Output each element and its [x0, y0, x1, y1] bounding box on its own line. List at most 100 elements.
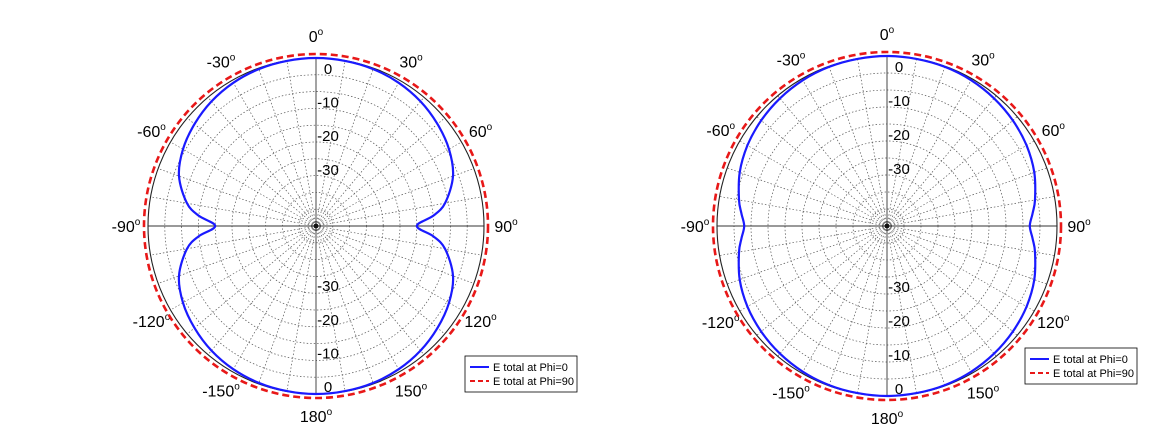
- grid-spoke: [719, 196, 888, 227]
- legend-entry: E total at Phi=90: [1053, 368, 1134, 380]
- grid-spoke: [315, 225, 482, 256]
- polar-chart-right: 0o 30o 60o 90o 120o 150o 180o -150o -120o -90o -60…: [585, 0, 1165, 443]
- legend-entry: E total at Phi=0: [1053, 354, 1128, 366]
- grid-spoke: [231, 225, 317, 372]
- grid-spoke: [886, 225, 1018, 336]
- radial-tick-label: -10: [888, 93, 910, 110]
- angle-tick-label: -30o: [207, 52, 236, 71]
- polar-grid: [147, 57, 485, 395]
- grid-spoke: [315, 225, 474, 284]
- radial-tick-label: -10: [317, 95, 339, 112]
- grid-spoke: [801, 225, 888, 374]
- angle-tick-label: 30o: [971, 51, 995, 70]
- angle-tick-label: 180o: [871, 409, 904, 428]
- grid-spoke: [886, 225, 973, 374]
- radial-tick-label: -20: [317, 312, 339, 329]
- grid-spoke: [315, 97, 425, 227]
- angle-tick-label: -60o: [137, 122, 166, 141]
- radial-tick-label: 0: [324, 61, 332, 78]
- grid-spoke: [158, 225, 317, 284]
- angle-tick-label: -90o: [112, 217, 141, 236]
- grid-spoke: [158, 168, 317, 227]
- series-line-phi0: [177, 56, 455, 396]
- series-line-phi90: [711, 50, 1063, 402]
- grid-spoke: [286, 60, 317, 227]
- grid-spoke: [886, 116, 1018, 227]
- radial-tick-label: -20: [888, 313, 910, 330]
- grid-spoke: [150, 196, 317, 227]
- angle-tick-label: 120o: [1037, 313, 1070, 332]
- grid-spoke: [315, 68, 374, 227]
- grid-spoke: [828, 225, 888, 386]
- legend: E total at Phi=0 E total at Phi=90: [1024, 347, 1138, 385]
- grid-spoke: [886, 140, 1035, 227]
- polar-plot-right: 0o 30o 60o 90o 120o 150o 180o -150o -120o -90o -60…: [681, 25, 1138, 428]
- grid-spoke: [727, 225, 888, 285]
- grid-spoke: [886, 167, 1047, 227]
- grid-spoke: [857, 225, 888, 394]
- grid-spoke: [315, 225, 401, 372]
- grid-spoke: [756, 116, 888, 227]
- grid-spoke: [719, 225, 888, 256]
- angle-tick-label: 60o: [1042, 121, 1066, 140]
- grid-spoke: [315, 141, 462, 227]
- grid-spoke: [828, 66, 888, 227]
- angle-tick-label: 90o: [1067, 217, 1091, 236]
- angle-tick-label: -60o: [706, 121, 735, 140]
- grid-spoke: [727, 167, 888, 227]
- angle-tick-label: 0o: [880, 25, 895, 44]
- legend-box: [464, 355, 578, 393]
- angle-tick-label: 30o: [399, 52, 423, 71]
- angle-tick-label: -90o: [681, 217, 710, 236]
- angle-tick-label: 150o: [395, 382, 428, 401]
- radial-tick-label: -20: [317, 128, 339, 145]
- grid-spoke: [886, 78, 973, 227]
- center-dot: [313, 223, 319, 229]
- legend-entry: E total at Phi=90: [493, 376, 574, 388]
- grid-spoke: [315, 225, 445, 335]
- radial-tick-label: 0: [895, 381, 903, 398]
- grid-spoke: [150, 225, 317, 256]
- grid-spoke: [315, 225, 374, 384]
- grid-spoke: [207, 225, 317, 355]
- grid-spoke: [886, 225, 997, 357]
- grid-spoke: [231, 80, 317, 227]
- grid-spoke: [187, 225, 317, 335]
- angle-tick-label: 60o: [469, 122, 493, 141]
- angle-tick-label: 150o: [967, 383, 1000, 402]
- grid-spoke: [886, 225, 1047, 285]
- angle-tick-label: -120o: [702, 313, 740, 332]
- grid-spoke: [258, 68, 317, 227]
- radial-tick-label: -10: [317, 345, 339, 362]
- radial-tick-label: -30: [888, 279, 910, 296]
- grid-spoke: [886, 95, 997, 227]
- series-line-phi90: [142, 52, 490, 400]
- angle-tick-label: 120o: [464, 312, 497, 331]
- angle-tick-label: -150o: [772, 383, 810, 402]
- radial-tick-label: -20: [888, 127, 910, 144]
- grid-spoke: [258, 225, 317, 384]
- grid-spoke: [315, 80, 401, 227]
- radial-tick-label: -30: [888, 161, 910, 178]
- grid-spoke: [739, 140, 888, 227]
- radial-tick-label: 0: [895, 59, 903, 76]
- grid-spoke: [886, 66, 946, 227]
- angle-tick-label: -150o: [202, 382, 240, 401]
- grid-spoke: [315, 225, 346, 392]
- grid-spoke: [886, 196, 1055, 227]
- grid-spoke: [315, 225, 462, 311]
- grid-spoke: [777, 95, 888, 227]
- radial-tick-label: -30: [317, 278, 339, 295]
- angle-tick-label: 90o: [494, 217, 518, 236]
- grid-spoke: [739, 225, 888, 312]
- grid-spoke: [886, 225, 946, 386]
- radial-tick-label: -30: [317, 162, 339, 179]
- grid-spoke: [886, 225, 917, 394]
- grid-spoke: [756, 225, 888, 336]
- legend: E total at Phi=0 E total at Phi=90: [464, 355, 578, 393]
- grid-spoke: [886, 225, 1055, 256]
- grid-spoke: [187, 117, 317, 227]
- grid-spoke: [207, 97, 317, 227]
- angle-tick-label: -120o: [133, 312, 171, 331]
- series-line-phi0: [737, 54, 1037, 398]
